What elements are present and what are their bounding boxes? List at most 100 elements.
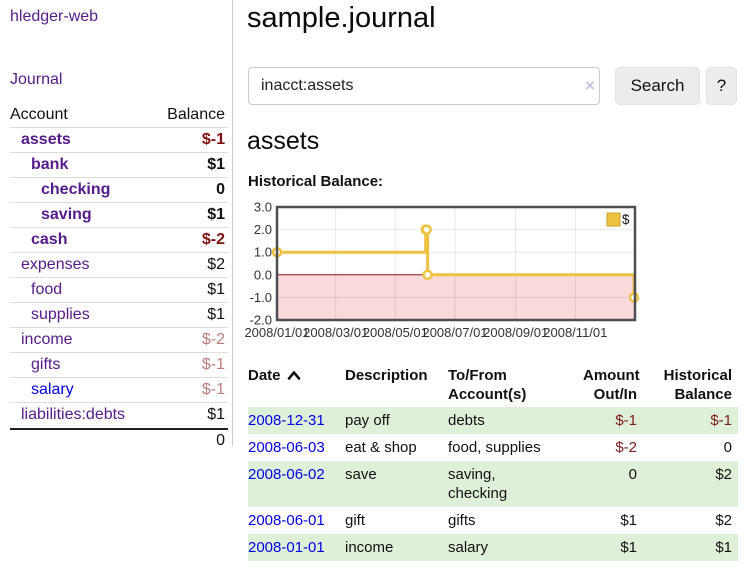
- app-title-link[interactable]: hledger-web: [10, 8, 99, 25]
- sidebar-separator: [232, 0, 233, 446]
- search-button[interactable]: Search: [615, 67, 700, 105]
- account-column-header: Account: [10, 106, 68, 123]
- account-balance: $2: [207, 256, 225, 273]
- transaction-balance: $2: [715, 466, 732, 483]
- transaction-description: income: [345, 539, 394, 556]
- transaction-description: save: [345, 466, 377, 483]
- accounts-panel: Account Balance assets $-1 bank $1 check…: [10, 102, 228, 451]
- account-row: checking 0: [10, 178, 228, 203]
- col-header-description: Description: [345, 367, 428, 384]
- col-header-date[interactable]: Date: [248, 360, 345, 407]
- account-balance: $-1: [201, 356, 225, 373]
- col-header-balance: Historical Balance: [663, 367, 732, 403]
- account-balance: $1: [207, 281, 225, 298]
- account-link[interactable]: bank: [31, 156, 69, 173]
- col-header-amount: Amount Out/In: [583, 367, 640, 403]
- svg-text:0.0: 0.0: [254, 267, 272, 282]
- transaction-accounts: food, supplies: [448, 439, 541, 456]
- page-title: sample.journal: [247, 2, 436, 34]
- svg-text:-2.0: -2.0: [250, 313, 272, 328]
- account-row: expenses $2: [10, 253, 228, 278]
- transaction-accounts: saving, checking: [448, 466, 508, 502]
- svg-text:-1.0: -1.0: [250, 290, 272, 305]
- accounts-total-value: 0: [216, 432, 225, 449]
- historical-balance-chart: $3.0 2.0 1.0 0.0 -1.0 -2.02008/01/012008/03/0…: [244, 200, 640, 340]
- transaction-date-link[interactable]: 2008-06-01: [248, 512, 325, 529]
- account-row: food $1: [10, 278, 228, 303]
- chart-title: Historical Balance:: [248, 173, 384, 190]
- transaction-balance: $2: [715, 512, 732, 529]
- transactions-table: Date Description To/From Account(s) Amou…: [248, 360, 738, 561]
- account-balance: $-1: [201, 131, 225, 148]
- transaction-balance: $1: [715, 539, 732, 556]
- account-link[interactable]: assets: [21, 131, 71, 148]
- account-row: gifts $-1: [10, 353, 228, 378]
- transaction-row: 2008-06-01 gift gifts $1 $2: [248, 507, 738, 534]
- transaction-balance: $-1: [710, 412, 732, 429]
- search-input[interactable]: [248, 67, 600, 105]
- account-link[interactable]: salary: [31, 381, 74, 398]
- svg-text:2008/03/01: 2008/03/01: [303, 325, 368, 340]
- sidebar-item-journal[interactable]: Journal: [10, 71, 63, 88]
- transactions-header-row: Date Description To/From Account(s) Amou…: [248, 360, 738, 407]
- svg-text:2.0: 2.0: [254, 222, 272, 237]
- transaction-accounts: debts: [448, 412, 485, 429]
- account-row: salary $-1: [10, 378, 228, 403]
- svg-text:2008/11/01: 2008/11/01: [543, 325, 607, 340]
- accounts-total-row: 0: [10, 428, 228, 451]
- svg-text:$: $: [622, 212, 630, 227]
- account-row: assets $-1: [10, 128, 228, 153]
- transaction-date-link[interactable]: 2008-12-31: [248, 412, 325, 429]
- transaction-amount: $-1: [615, 412, 637, 429]
- account-balance: $-1: [201, 381, 225, 398]
- transaction-amount: 0: [628, 466, 637, 483]
- account-link[interactable]: expenses: [21, 256, 90, 273]
- col-header-accounts: To/From Account(s): [448, 367, 527, 403]
- transaction-row: 2008-01-01 income salary $1 $1: [248, 534, 738, 561]
- transaction-accounts: salary: [448, 539, 489, 556]
- transaction-date-link[interactable]: 2008-01-01: [248, 539, 325, 556]
- svg-text:2008/07/01: 2008/07/01: [422, 325, 487, 340]
- account-balance: $1: [207, 306, 225, 323]
- account-balance: $-2: [201, 331, 225, 348]
- transaction-date-link[interactable]: 2008-06-02: [248, 466, 325, 483]
- account-link[interactable]: gifts: [31, 356, 61, 373]
- account-link[interactable]: supplies: [31, 306, 90, 323]
- transaction-description: gift: [345, 512, 366, 529]
- account-row: supplies $1: [10, 303, 228, 328]
- transaction-amount: $-2: [615, 439, 637, 456]
- help-button[interactable]: ?: [706, 67, 737, 105]
- clear-search-icon[interactable]: ×: [585, 76, 595, 95]
- transaction-accounts: gifts: [448, 512, 476, 529]
- transaction-description: eat & shop: [345, 439, 417, 456]
- svg-text:2008/09/01: 2008/09/01: [483, 325, 548, 340]
- accounts-table-header: Account Balance: [10, 102, 228, 128]
- account-row: liabilities:debts $1: [10, 403, 228, 428]
- account-balance: $1: [207, 206, 225, 223]
- account-heading: assets: [247, 127, 320, 155]
- account-balance: 0: [216, 181, 225, 198]
- balance-column-header: Balance: [167, 106, 225, 123]
- account-link[interactable]: cash: [31, 231, 68, 248]
- account-balance: $1: [207, 406, 225, 423]
- transaction-row: 2008-06-03 eat & shop food, supplies $-2…: [248, 434, 738, 461]
- account-link[interactable]: income: [21, 331, 73, 348]
- account-balance: $-2: [201, 231, 225, 248]
- account-row: income $-2: [10, 328, 228, 353]
- account-row: bank $1: [10, 153, 228, 178]
- account-row: saving $1: [10, 203, 228, 228]
- account-link[interactable]: liabilities:debts: [21, 406, 126, 423]
- transaction-date-link[interactable]: 2008-06-03: [248, 439, 325, 456]
- transaction-balance: 0: [723, 439, 732, 456]
- transaction-amount: $1: [620, 512, 637, 529]
- account-link[interactable]: saving: [41, 206, 92, 223]
- account-link[interactable]: food: [31, 281, 63, 298]
- svg-text:2008/05/01: 2008/05/01: [363, 325, 428, 340]
- svg-text:2008/01/01: 2008/01/01: [244, 325, 309, 340]
- accounts-rows: assets $-1 bank $1 checking 0 saving $1 …: [10, 128, 228, 428]
- svg-text:3.0: 3.0: [254, 200, 272, 215]
- account-link[interactable]: checking: [41, 181, 111, 198]
- date-header-label: Date: [248, 367, 281, 384]
- account-balance: $1: [207, 156, 225, 173]
- svg-text:1.0: 1.0: [254, 245, 272, 260]
